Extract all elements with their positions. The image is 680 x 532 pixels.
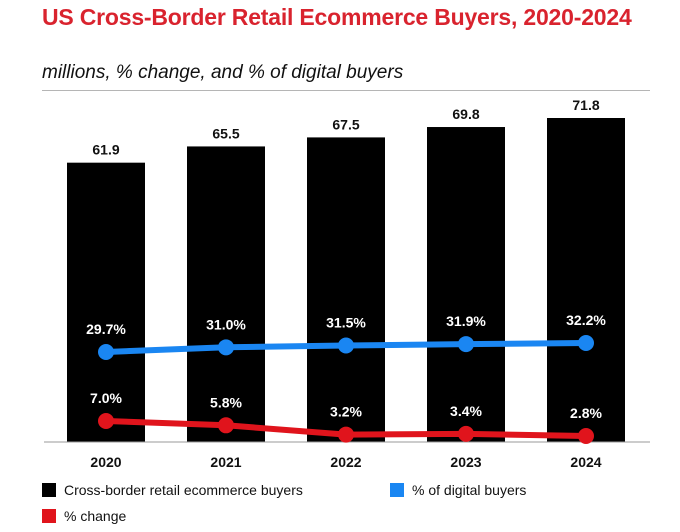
legend-swatch-digital-buyers [390,483,404,497]
bar-2023 [427,127,505,442]
x-tick-2020: 2020 [90,454,121,470]
percent-change-point-2021 [218,417,234,434]
percent-change-point-2024 [578,428,594,444]
digital-buyers-label-2021: 31.0% [206,316,246,332]
percent-change-label-2020: 7.0% [90,390,122,406]
legend-label-digital-buyers: % of digital buyers [412,482,527,498]
bar-label-2021: 65.5 [212,125,239,141]
x-tick-2021: 2021 [210,454,241,470]
legend-label-buyers: Cross-border retail ecommerce buyers [64,482,303,498]
digital-buyers-label-2020: 29.7% [86,321,126,337]
legend-swatch-buyers [42,483,56,497]
percent-change-point-2023 [458,425,474,442]
digital-buyers-point-2022 [338,337,354,354]
percent-change-label-2024: 2.8% [570,405,602,421]
title-divider [42,90,650,91]
bar-label-2023: 69.8 [452,106,479,122]
chart-title: US Cross-Border Retail Ecommerce Buyers,… [42,4,632,30]
digital-buyers-point-2021 [218,339,234,356]
legend-item-buyers: Cross-border retail ecommerce buyers [42,482,303,498]
bar-2022 [307,137,385,442]
x-tick-2023: 2023 [450,454,481,470]
bar-2021 [187,146,265,443]
digital-buyers-label-2022: 31.5% [326,315,366,331]
legend: Cross-border retail ecommerce buyers % o… [42,482,662,530]
percent-change-point-2020 [98,413,114,429]
chart-subtitle: millions, % change, and % of digital buy… [42,62,404,83]
legend-label-percent-change: % change [64,508,127,524]
percent-change-label-2023: 3.4% [450,403,482,419]
digital-buyers-point-2024 [578,335,594,351]
legend-swatch-percent-change [42,509,56,523]
digital-buyers-label-2024: 32.2% [566,312,606,328]
percent-change-point-2022 [338,426,354,443]
bar-label-2022: 67.5 [332,116,359,132]
percent-change-label-2022: 3.2% [330,404,362,420]
legend-item-digital-buyers: % of digital buyers [390,482,526,498]
digital-buyers-point-2020 [98,344,114,360]
legend-item-percent-change: % change [42,508,126,524]
bar-label-2020: 61.9 [92,142,119,158]
bar-2020 [67,162,145,443]
percent-change-label-2021: 5.8% [210,394,242,410]
x-tick-2022: 2022 [330,454,361,470]
x-tick-2024: 2024 [570,454,601,470]
combo-chart: 61.9 65.5 67.5 69.8 71.8 2020 2021 2022 2023 2024… [44,97,650,470]
bar-label-2024: 71.8 [572,97,599,113]
digital-buyers-point-2023 [458,336,474,353]
bar-2024 [547,118,625,442]
digital-buyers-label-2023: 31.9% [446,313,486,329]
